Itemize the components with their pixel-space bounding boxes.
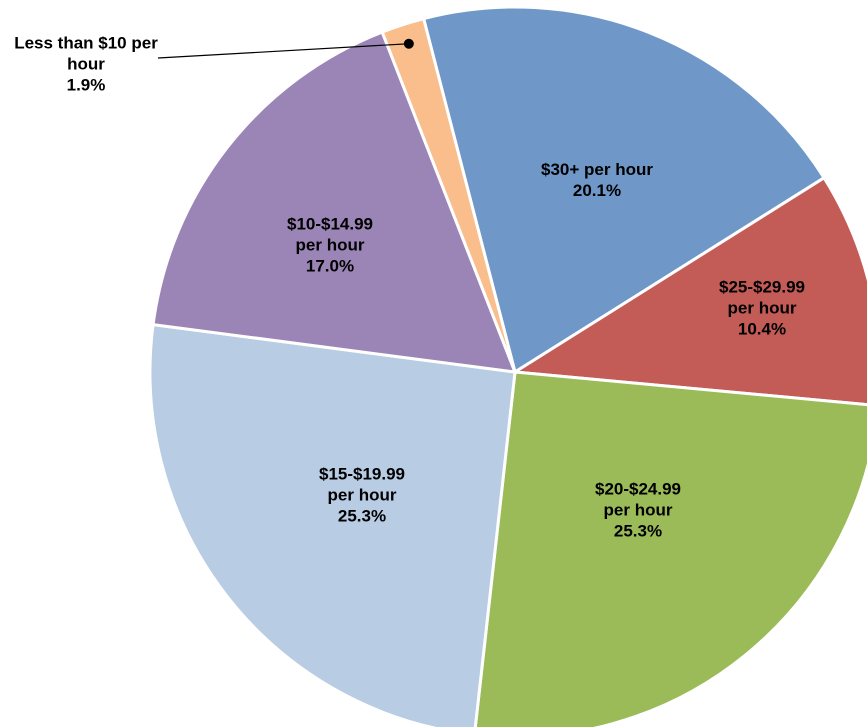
category-label: $30+ per hour (541, 160, 653, 179)
slice-label: $25-$29.99 per hour 10.4% (707, 277, 817, 340)
pie-slice (380, 16, 517, 373)
slice-label: $15-$19.99 per hour 25.3% (307, 464, 417, 527)
pie-slice (473, 370, 867, 727)
category-label: $25-$29.99 per hour (718, 277, 806, 318)
pie-slice (421, 5, 827, 375)
slice-label: $10-$14.99 per hour 17.0% (275, 214, 385, 277)
value-label: 20.1% (572, 181, 622, 200)
slice-label: $20-$24.99 per hour 25.3% (583, 479, 693, 542)
leader-line (157, 43, 409, 59)
category-label: $15-$19.99 per hour (318, 464, 406, 505)
leader-dot (403, 38, 414, 49)
category-label: Less than $10 per hour (14, 33, 158, 74)
value-label: 25.3% (337, 506, 387, 526)
pie-slice (151, 30, 518, 374)
slice-label: Less than $10 per hour 1.9% (11, 33, 161, 96)
value-label: 25.3% (613, 521, 663, 541)
pie-slice (510, 175, 867, 407)
value-label: 17.0% (305, 256, 355, 276)
value-label: 10.4% (737, 319, 787, 339)
pie-slice (148, 322, 517, 727)
category-label: $10-$14.99 per hour (286, 214, 374, 255)
slice-label: $30+ per hour 20.1% (497, 159, 697, 201)
value-label: 1.9% (66, 75, 106, 95)
category-label: $20-$24.99 per hour (594, 479, 682, 520)
